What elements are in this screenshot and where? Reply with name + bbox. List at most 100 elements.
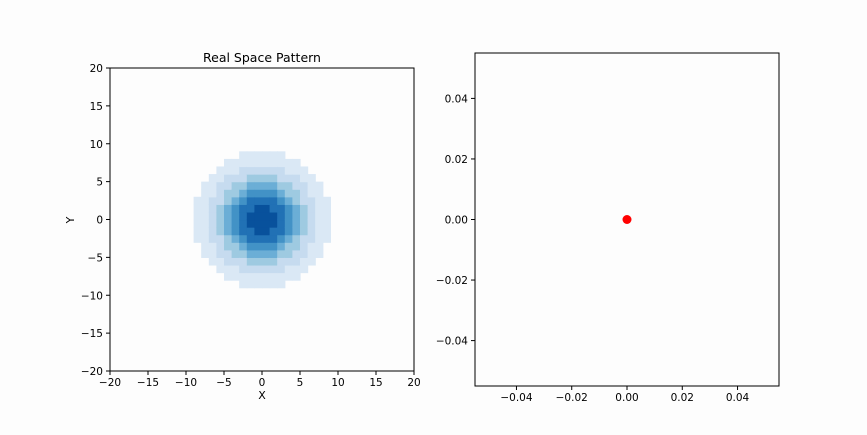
- heatmap-cell: [277, 166, 286, 175]
- heatmap-cell: [246, 227, 255, 236]
- heatmap-cell: [216, 196, 225, 205]
- heatmap-cell: [262, 257, 271, 266]
- heatmap-cell: [262, 227, 271, 236]
- heatmap-cell: [262, 174, 271, 183]
- heatmap-cell: [208, 219, 217, 228]
- heatmap-cell: [231, 219, 240, 228]
- heatmap-cell: [269, 242, 278, 251]
- heatmap-cell: [239, 204, 248, 213]
- heatmap-cell: [224, 158, 233, 168]
- heatmap-cell: [216, 264, 225, 274]
- heatmap-cell: [284, 166, 293, 175]
- heatmap-cell: [292, 249, 301, 258]
- heatmap-cell: [208, 234, 217, 243]
- heatmap-cell: [246, 219, 255, 228]
- heatmap-cell: [208, 242, 217, 251]
- heatmap-cell: [292, 227, 301, 236]
- heatmap-x-axis-label: X: [258, 389, 266, 402]
- heatmap-cell: [216, 249, 225, 258]
- heatmap-cell: [201, 196, 210, 205]
- heatmap-cell: [246, 181, 255, 190]
- heatmap-cell: [231, 211, 240, 221]
- heatmap-cell: [239, 174, 248, 183]
- heatmap-cell: [193, 204, 202, 213]
- heatmap-cell: [262, 166, 271, 175]
- heatmap-cell: [224, 196, 233, 205]
- heatmap-cell: [246, 264, 255, 274]
- heatmap-cell: [292, 158, 301, 168]
- heatmap-cell: [300, 234, 309, 243]
- heatmap-cell: [254, 189, 263, 198]
- heatmap-cell: [224, 264, 233, 274]
- heatmap-cell: [269, 234, 278, 243]
- heatmap-cell: [269, 158, 278, 168]
- heatmap-cell: [315, 227, 324, 236]
- heatmap-cell: [254, 257, 263, 266]
- heatmap-cell: [307, 204, 316, 213]
- heatmap-cell: [246, 196, 255, 205]
- heatmap-cell: [262, 234, 271, 243]
- heatmap-cell: [284, 219, 293, 228]
- heatmap-x-tick-label: 0: [259, 377, 266, 389]
- scatter-point: [622, 215, 632, 224]
- heatmap-cell: [208, 249, 217, 258]
- heatmap-cell: [246, 174, 255, 183]
- heatmap-cell: [193, 227, 202, 236]
- heatmap-cell: [277, 211, 286, 221]
- heatmap-cell: [262, 211, 271, 221]
- heatmap-cell: [262, 242, 271, 251]
- heatmap-cell: [246, 189, 255, 198]
- heatmap-cell: [315, 219, 324, 228]
- heatmap-cell: [224, 272, 233, 281]
- heatmap-cell: [201, 181, 210, 190]
- heatmap-cell: [284, 234, 293, 243]
- heatmap-cell: [254, 242, 263, 251]
- heatmap-cell: [300, 189, 309, 198]
- heatmap-cell: [277, 219, 286, 228]
- heatmap-cell: [231, 189, 240, 198]
- heatmap-cell: [201, 242, 210, 251]
- heatmap-cell: [254, 181, 263, 190]
- heatmap-cell: [239, 196, 248, 205]
- heatmap-cell: [315, 249, 324, 258]
- heatmap-cell: [277, 151, 286, 160]
- heatmap-cell: [277, 174, 286, 183]
- heatmap-cell: [246, 151, 255, 160]
- heatmap-cell: [224, 166, 233, 175]
- heatmap-cell: [269, 189, 278, 198]
- heatmap-cell: [322, 204, 331, 213]
- heatmap-cell: [239, 280, 248, 289]
- heatmap-cell: [224, 204, 233, 213]
- heatmap-cell: [239, 257, 248, 266]
- heatmap-cell: [269, 211, 278, 221]
- heatmap-cell: [208, 189, 217, 198]
- heatmap-cell: [292, 166, 301, 175]
- heatmap-y-tick-label: −10: [81, 290, 103, 302]
- heatmap-cell: [231, 242, 240, 251]
- heatmap-cell: [292, 181, 301, 190]
- heatmap-cell: [300, 249, 309, 258]
- heatmap-cell: [269, 280, 278, 289]
- heatmap-y-tick-label: −15: [81, 328, 103, 340]
- heatmap-cell: [277, 257, 286, 266]
- heatmap-cell: [269, 249, 278, 258]
- heatmap-cell: [216, 234, 225, 243]
- heatmap-cell: [239, 234, 248, 243]
- heatmap-cell: [239, 264, 248, 274]
- heatmap-cell: [292, 272, 301, 281]
- heatmap-cell: [231, 158, 240, 168]
- heatmap-cell: [231, 249, 240, 258]
- heatmap-cell: [193, 196, 202, 205]
- heatmap-cell: [262, 280, 271, 289]
- heatmap-cell: [277, 264, 286, 274]
- heatmap-cell: [239, 249, 248, 258]
- heatmap-cell: [254, 227, 263, 236]
- heatmap-cell: [315, 204, 324, 213]
- scatter-x-tick-label: −0.02: [556, 392, 588, 404]
- heatmap-cell: [246, 249, 255, 258]
- scatter-x-tick-label: 0.04: [726, 392, 750, 404]
- heatmap-cell: [239, 242, 248, 251]
- heatmap-cell: [277, 272, 286, 281]
- heatmap-cell: [216, 227, 225, 236]
- heatmap-cell: [315, 234, 324, 243]
